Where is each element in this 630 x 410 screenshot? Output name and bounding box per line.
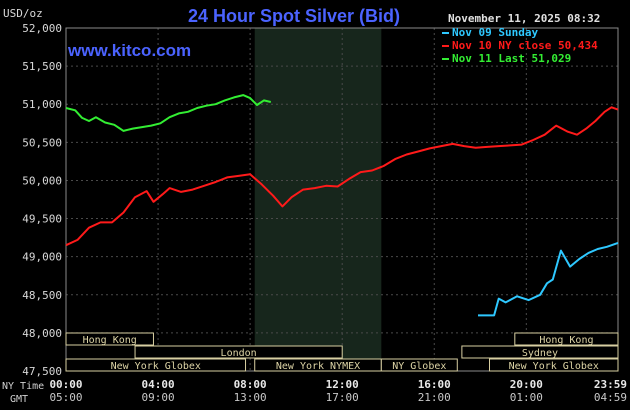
watermark-url: www.kitco.com xyxy=(67,41,191,60)
x-tick-label-ny: 08:00 xyxy=(234,378,267,391)
y-tick-label: 49,000 xyxy=(22,251,62,264)
session-box xyxy=(380,358,458,372)
market-sessions: Hong Kong London New York Globex New York N… xyxy=(65,332,619,372)
y-tick-label: 49,500 xyxy=(22,213,62,226)
session-label: New York NYMEX xyxy=(276,361,360,372)
x-tick-label-gmt: 13:00 xyxy=(234,391,267,404)
y-tick-label: 51,500 xyxy=(22,60,62,73)
x-tick-label-gmt: 05:00 xyxy=(49,391,82,404)
price-series xyxy=(65,94,619,317)
session-box xyxy=(461,345,619,359)
x-axis-row-label-ny: NY Time xyxy=(2,381,44,392)
y-tick-label: 48,500 xyxy=(22,289,62,302)
session-label: New York Globex xyxy=(111,361,201,372)
x-tick-label-ny: 04:00 xyxy=(142,378,175,391)
session-label: New York Globex xyxy=(509,361,599,372)
series-line xyxy=(478,241,619,317)
x-tick-label-ny: 23:59 xyxy=(594,378,627,391)
x-tick-label-ny: 00:00 xyxy=(49,378,82,391)
timestamp: November 11, 2025 08:32 xyxy=(448,12,600,25)
session-label: NY Globex xyxy=(392,361,446,372)
x-tick-label-gmt: 09:00 xyxy=(142,391,175,404)
series-line xyxy=(65,106,619,247)
x-tick-label-gmt: 21:00 xyxy=(418,391,451,404)
y-axis-ticks: 52,000 51,500 51,000 50,500 50,000 49,500 49,0… xyxy=(22,22,62,378)
session-box xyxy=(65,332,154,346)
session-label: Hong Kong xyxy=(83,335,137,346)
x-tick-label-ny: 20:00 xyxy=(510,378,543,391)
session-box xyxy=(488,358,619,372)
x-tick-label-gmt: 17:00 xyxy=(326,391,359,404)
chart-title: 24 Hour Spot Silver (Bid) xyxy=(188,6,400,26)
legend-label: Nov 10 NY close 50,434 xyxy=(452,39,598,52)
x-tick-label-gmt: 01:00 xyxy=(510,391,543,404)
session-label: London xyxy=(221,348,257,359)
y-tick-label: 50,500 xyxy=(22,136,62,149)
legend-label: Nov 11 Last 51,029 xyxy=(452,52,571,65)
session-box xyxy=(134,345,343,359)
y-tick-label: 50,000 xyxy=(22,174,62,187)
unit-label: USD/oz xyxy=(3,7,43,20)
x-tick-label-ny: 12:00 xyxy=(326,378,359,391)
legend-label: Nov 09 Sunday xyxy=(452,26,538,39)
x-tick-label-gmt: 04:59 xyxy=(594,391,627,404)
y-tick-label: 51,000 xyxy=(22,98,62,111)
y-tick-label: 47,500 xyxy=(22,365,62,378)
session-label: Sydney xyxy=(522,348,558,359)
y-tick-label: 52,000 xyxy=(22,22,62,35)
session-box xyxy=(514,332,619,346)
nymex-session-shading xyxy=(254,28,382,371)
x-tick-label-ny: 16:00 xyxy=(418,378,451,391)
series-line xyxy=(65,94,272,132)
session-box xyxy=(65,358,247,372)
x-axis-row-label-gmt: GMT xyxy=(10,394,28,405)
session-label: Hong Kong xyxy=(539,335,593,346)
y-tick-label: 48,000 xyxy=(22,327,62,340)
